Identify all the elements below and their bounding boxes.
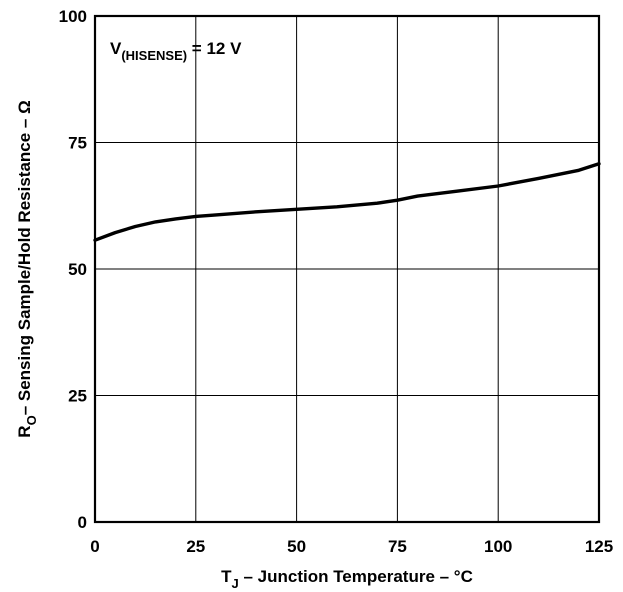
y-tick-label: 100: [59, 7, 87, 26]
x-axis-label: TJ – Junction Temperature – °C: [221, 567, 473, 591]
annotation-label: V(HISENSE) = 12 V: [110, 39, 242, 63]
x-tick-label: 25: [186, 537, 205, 556]
x-tick-label: 75: [388, 537, 407, 556]
data-line: [93, 162, 601, 242]
x-tick-labels: 0 25 50 75 100 125: [90, 537, 613, 556]
x-tick-label: 125: [585, 537, 613, 556]
y-tick-label: 50: [68, 260, 87, 279]
y-tick-labels: 0 25 50 75 100: [59, 7, 87, 532]
x-tick-label: 50: [287, 537, 306, 556]
plot-frame: [93, 14, 601, 524]
y-axis-label: RO– Sensing Sample/Hold Resistance – Ω: [15, 100, 39, 437]
y-tick-label: 75: [68, 134, 87, 153]
x-tick-label: 100: [484, 537, 512, 556]
y-tick-label: 0: [78, 513, 87, 532]
y-tick-label: 25: [68, 387, 87, 406]
x-tick-label: 0: [90, 537, 99, 556]
